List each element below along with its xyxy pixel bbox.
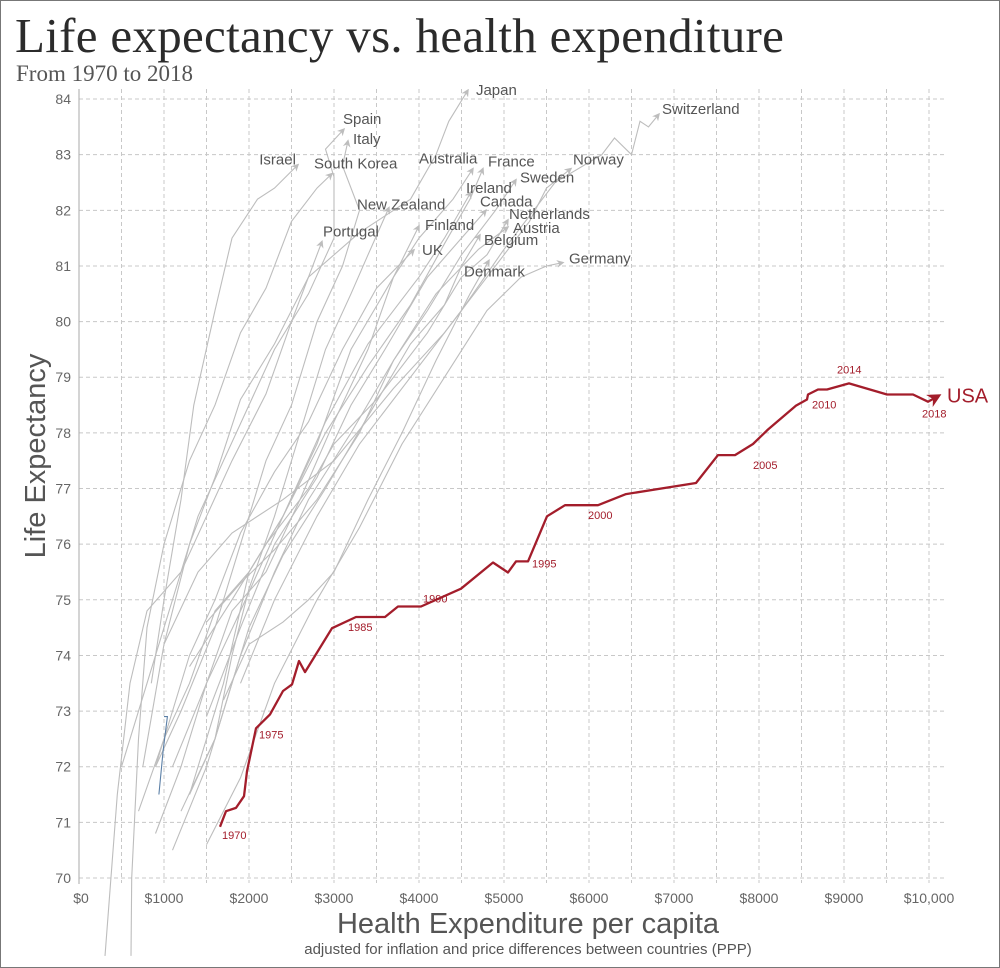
y-tick-label: 73 (55, 703, 71, 719)
usa-label: USA (947, 386, 989, 408)
country-label: Australia (419, 151, 478, 168)
country-label: Norway (573, 152, 624, 169)
year-label: 2014 (837, 364, 861, 376)
line-finland (154, 224, 420, 834)
x-tick-label: $9000 (825, 890, 864, 906)
country-label: Ireland (466, 180, 512, 197)
line-sweden (206, 178, 517, 623)
y-tick-label: 72 (55, 759, 71, 775)
y-tick-label: 83 (55, 147, 71, 163)
line-austria (171, 226, 510, 851)
line-germany (206, 260, 565, 845)
grid (78, 89, 946, 884)
country-label: Germany (569, 251, 631, 268)
country-label: Netherlands (509, 206, 590, 223)
line-italy (155, 139, 361, 767)
y-tick-label: 74 (55, 647, 71, 663)
line-netherlands (189, 218, 509, 667)
country-label: France (488, 154, 535, 171)
line-portugal (104, 240, 324, 956)
y-tick-label: 79 (55, 369, 71, 385)
country-label: Finland (425, 217, 474, 234)
axis-ticks: 70 71 72 73 74 75 76 77 78 79 80 81 82 83 84 $0 $1000 $20… (55, 91, 954, 906)
year-label: 1975 (259, 729, 283, 741)
x-tick-label: $4000 (400, 890, 439, 906)
country-label: Japan (476, 82, 517, 99)
usa-series: USA 1970 1975 1985 1990 1995 2000 2005 2010 2014 2… (218, 364, 989, 842)
y-tick-label: 81 (55, 258, 71, 274)
y-tick-label: 80 (55, 314, 71, 330)
y-tick-label: 78 (55, 425, 71, 441)
line-canada (205, 209, 488, 717)
country-label: Belgium (484, 232, 538, 249)
x-tick-label: $7000 (655, 890, 694, 906)
y-axis-title: Life Expectancy (20, 353, 52, 558)
x-tick-label: $0 (73, 890, 89, 906)
line-new-zealand (189, 206, 391, 795)
country-label: Denmark (464, 263, 525, 280)
year-label: 1990 (423, 594, 447, 606)
country-label: New Zealand (357, 197, 445, 214)
line-israel (150, 163, 300, 684)
country-label: Spain (343, 111, 381, 128)
country-label: Sweden (520, 170, 574, 187)
x-tick-label: $3000 (315, 890, 354, 906)
year-label: 2010 (812, 399, 836, 411)
country-label: Austria (513, 220, 560, 237)
year-label: 2018 (922, 409, 946, 421)
country-label: Switzerland (662, 101, 740, 118)
chart-subtitle: From 1970 to 2018 (16, 61, 193, 86)
country-label: Italy (353, 131, 381, 148)
chart-title: Life expectancy vs. health expenditure (15, 8, 785, 63)
line-uk (154, 248, 416, 767)
line-france (171, 167, 485, 767)
country-label: UK (422, 242, 443, 259)
country-label: Israel (259, 152, 296, 169)
x-axis-title: Health Expenditure per capita (337, 908, 720, 940)
line-ireland (137, 190, 472, 812)
line-south-korea (130, 172, 334, 956)
x-tick-label: $5000 (485, 890, 524, 906)
line-belgium (180, 233, 481, 812)
country-label: South Korea (314, 156, 398, 173)
y-tick-label: 71 (55, 814, 71, 830)
y-tick-label: 82 (55, 202, 71, 218)
y-tick-label: 76 (55, 536, 71, 552)
usa-line (218, 382, 942, 828)
line-norway (163, 167, 573, 645)
country-label: Portugal (323, 223, 379, 240)
year-label: 1970 (222, 830, 246, 842)
x-axis-note: adjusted for inflation and price differe… (304, 941, 751, 958)
x-tick-label: $6000 (570, 890, 609, 906)
x-tick-label: $2000 (230, 890, 269, 906)
year-label: 1985 (348, 622, 372, 634)
line-australia (188, 167, 474, 795)
line-switzerland (239, 112, 660, 684)
x-tick-label: $1000 (145, 890, 184, 906)
country-lines (104, 88, 660, 956)
y-tick-label: 77 (55, 481, 71, 497)
line-spain (120, 127, 346, 767)
x-tick-label: $8000 (740, 890, 779, 906)
year-label: 2000 (588, 510, 612, 522)
x-tick-label: $10,000 (904, 890, 955, 906)
year-label: 1995 (532, 558, 556, 570)
line-japan (142, 88, 469, 767)
y-tick-label: 84 (55, 91, 71, 107)
country-label: Canada (480, 193, 533, 210)
line-denmark (222, 259, 490, 701)
country-labels: Japan Switzerland Spain Italy Israel South Ko… (259, 82, 739, 280)
y-tick-label: 70 (55, 870, 71, 886)
line-unlabeled (158, 716, 169, 795)
y-tick-label: 75 (55, 592, 71, 608)
year-label: 2005 (753, 460, 777, 472)
